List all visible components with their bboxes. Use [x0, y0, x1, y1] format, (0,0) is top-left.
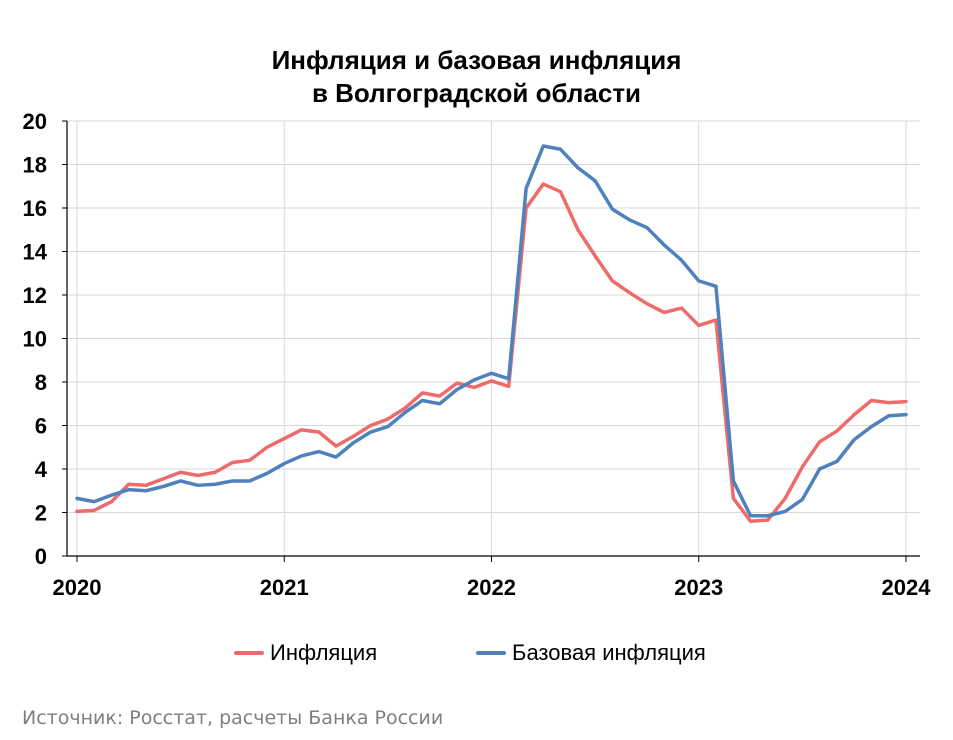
y-tick-label: 16	[23, 196, 47, 221]
y-tick-label: 14	[23, 240, 48, 265]
legend-label-inflation: Инфляция	[270, 640, 378, 665]
y-tick-label: 0	[35, 544, 47, 569]
legend-label-core-inflation: Базовая инфляция	[512, 640, 706, 665]
series-line-core-inflation	[75, 144, 908, 518]
legend: Инфляция Базовая инфляция	[0, 640, 953, 670]
y-tick-label: 6	[35, 414, 47, 439]
y-tick-label: 12	[23, 283, 47, 308]
x-tick-label: 2024	[882, 575, 932, 600]
series-layer	[75, 144, 908, 523]
legend-item-core-inflation: Базовая инфляция	[476, 640, 706, 666]
x-tick-label: 2020	[53, 575, 102, 600]
axis-layer	[62, 120, 920, 562]
y-tick-label: 8	[35, 370, 47, 395]
y-tick-label: 18	[23, 153, 47, 178]
y-tick-label: 10	[23, 327, 47, 352]
chart-title-line-2: в Волгоградской области	[311, 78, 642, 108]
chart-title-line-1: Инфляция и базовая инфляция	[271, 45, 682, 75]
x-tick-label: 2023	[674, 575, 723, 600]
chart-title: Инфляция и базовая инфляция в Волгоградс…	[0, 44, 953, 110]
source-note: Источник: Росстат, расчеты Банка России	[22, 707, 444, 729]
legend-swatch-core-inflation	[476, 651, 506, 655]
y-tick-label: 2	[35, 501, 47, 526]
series-line-inflation	[75, 182, 908, 523]
y-tick-label: 4	[35, 457, 48, 482]
x-tick-label: 2021	[260, 575, 309, 600]
legend-swatch-inflation	[234, 651, 264, 655]
grid-layer	[67, 120, 920, 556]
legend-item-inflation: Инфляция	[234, 640, 377, 666]
y-tick-label: 20	[23, 109, 47, 134]
x-tick-label: 2022	[467, 575, 516, 600]
